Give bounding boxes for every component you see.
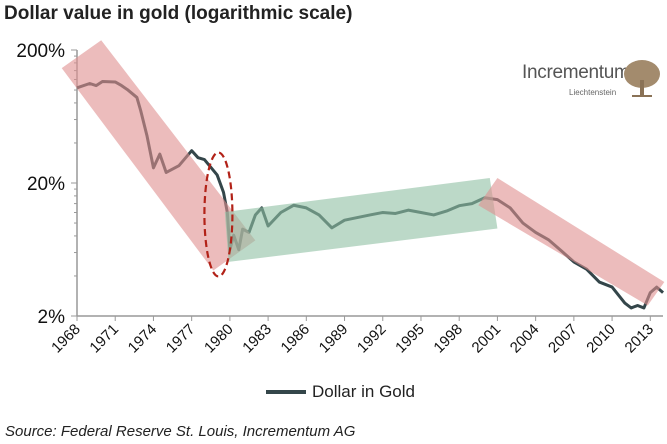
x-tick-label: 1989	[316, 321, 352, 357]
x-tick-label: 1980	[201, 321, 237, 357]
x-tick-label: 2013	[622, 321, 658, 357]
y-tick-label: 20%	[27, 174, 65, 195]
legend-swatch	[266, 390, 306, 394]
logo-subtitle: Liechtenstein	[569, 88, 617, 97]
x-tick-label: 1983	[239, 321, 275, 357]
x-tick-label: 2004	[507, 321, 543, 357]
x-tick-label: 1986	[278, 321, 314, 357]
y-tick-label: 2%	[38, 307, 66, 328]
highlight-ellipse	[203, 151, 234, 278]
x-tick-label: 2007	[545, 321, 581, 357]
x-tick-label: 2010	[583, 321, 619, 357]
trend-band-1	[224, 178, 498, 262]
trend-band-0	[61, 40, 256, 271]
x-tick-label: 1995	[392, 321, 428, 357]
x-tick-label: 1974	[125, 321, 161, 357]
x-tick-label: 1992	[354, 321, 390, 357]
legend: Dollar in Gold	[266, 382, 415, 402]
chart-title: Dollar value in gold (logarithmic scale)	[4, 3, 353, 24]
y-tick-label: 200%	[16, 41, 65, 62]
legend-label: Dollar in Gold	[312, 382, 415, 401]
chart-plot: 2%20%200%1968 1971 1974 1977 1980 1983 1986 198…	[16, 40, 665, 357]
incrementum-logo: Incrementum Liechtenstein	[522, 60, 662, 102]
x-tick-label: 1998	[430, 321, 466, 357]
logo-name: Incrementum	[522, 62, 630, 83]
source-note: Source: Federal Reserve St. Louis, Incre…	[5, 423, 356, 440]
x-tick-label: 1977	[163, 321, 199, 357]
x-tick-label: 1971	[86, 321, 122, 357]
trend-band-2	[478, 178, 665, 306]
x-tick-label: 2001	[469, 321, 505, 357]
tree-icon	[624, 60, 660, 97]
